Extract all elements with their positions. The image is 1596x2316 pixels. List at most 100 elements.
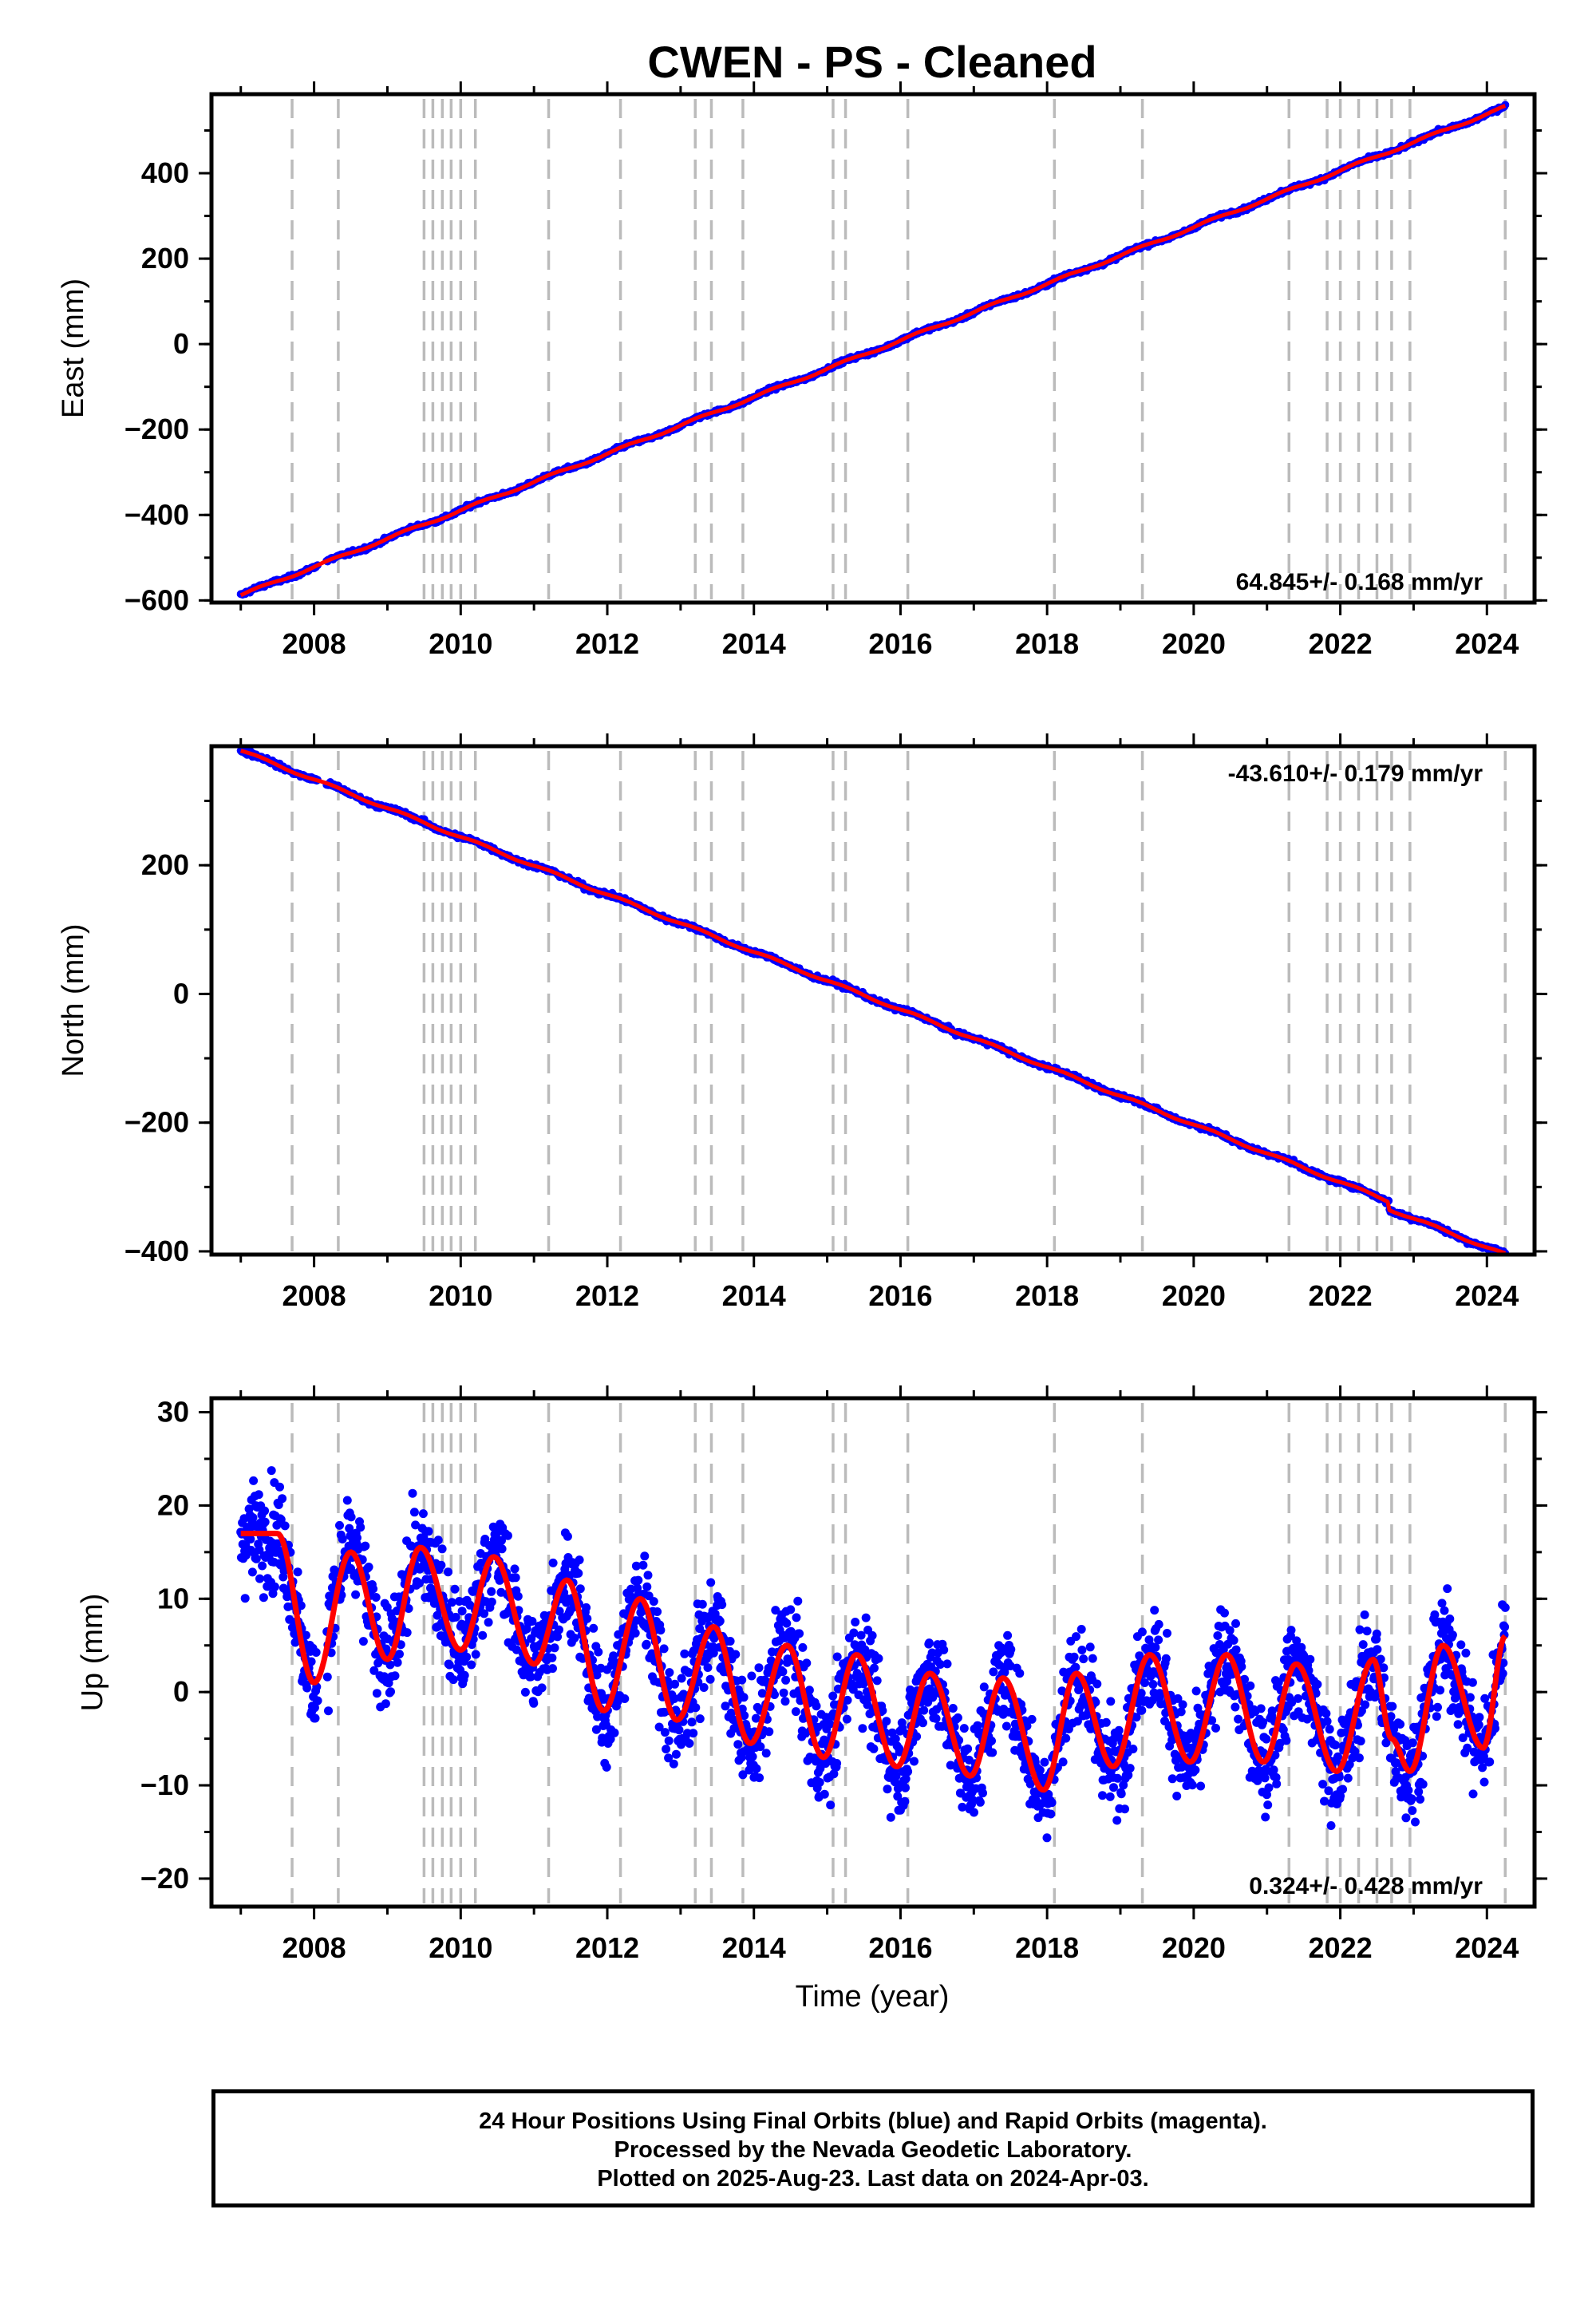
data-point xyxy=(537,1683,547,1693)
data-point xyxy=(858,1724,867,1733)
data-point xyxy=(1079,1654,1088,1664)
data-point xyxy=(842,1714,851,1724)
data-point xyxy=(448,1675,458,1685)
data-point xyxy=(275,1482,284,1492)
data-point xyxy=(737,1675,747,1685)
data-point xyxy=(1167,1774,1177,1784)
x-tick-label: 2016 xyxy=(868,1279,932,1312)
data-point xyxy=(901,1783,910,1792)
data-point xyxy=(609,1651,618,1661)
data-point xyxy=(953,1713,962,1722)
data-point xyxy=(660,1728,670,1737)
data-point xyxy=(649,1597,658,1607)
data-point xyxy=(1040,1757,1049,1767)
data-point xyxy=(1003,1630,1013,1640)
data-point xyxy=(886,1812,895,1822)
data-point xyxy=(939,1645,949,1654)
data-point xyxy=(754,1663,764,1673)
data-point xyxy=(948,1704,958,1713)
data-point xyxy=(687,1717,697,1727)
data-point xyxy=(610,1728,619,1737)
x-tick-label: 2010 xyxy=(429,627,492,660)
data-point xyxy=(529,1698,539,1708)
data-point xyxy=(548,1664,557,1674)
data-point xyxy=(444,1567,452,1577)
y-tick-label: −400 xyxy=(124,1235,189,1267)
data-point xyxy=(589,1623,598,1633)
data-point xyxy=(792,1613,801,1622)
data-point xyxy=(1154,1619,1163,1629)
data-point xyxy=(643,1571,653,1580)
x-tick-label: 2024 xyxy=(1455,1279,1519,1312)
data-point xyxy=(798,1642,808,1652)
data-point xyxy=(1088,1654,1097,1663)
data-point xyxy=(705,1674,715,1684)
data-point xyxy=(353,1533,361,1543)
data-point xyxy=(1150,1606,1159,1615)
x-tick-label: 2020 xyxy=(1162,627,1226,660)
data-point xyxy=(1163,1629,1171,1638)
data-point xyxy=(402,1628,412,1638)
data-point xyxy=(513,1591,523,1601)
data-point xyxy=(903,1767,913,1777)
data-point xyxy=(497,1544,507,1554)
data-point xyxy=(706,1578,716,1587)
data-point xyxy=(630,1628,640,1638)
data-point xyxy=(1105,1792,1115,1801)
data-point xyxy=(1027,1714,1037,1724)
data-point xyxy=(870,1663,879,1673)
x-tick-label: 2018 xyxy=(1015,1279,1079,1312)
data-point xyxy=(747,1671,757,1681)
data-point xyxy=(418,1509,428,1519)
data-point xyxy=(685,1739,694,1748)
data-point xyxy=(1077,1625,1086,1634)
rate-label: -43.610+/- 0.179 mm/yr xyxy=(1228,761,1483,787)
data-point xyxy=(356,1523,365,1532)
data-point xyxy=(975,1797,985,1807)
data-point xyxy=(659,1644,669,1654)
data-point xyxy=(640,1551,650,1561)
data-point xyxy=(424,1527,433,1536)
x-tick-label: 2024 xyxy=(1455,627,1519,660)
data-point xyxy=(1101,1717,1111,1727)
data-point xyxy=(670,1679,680,1689)
data-point xyxy=(1071,1662,1080,1672)
data-point xyxy=(1116,1789,1126,1799)
data-point xyxy=(278,1494,287,1504)
data-point xyxy=(484,1618,493,1627)
data-point xyxy=(664,1736,674,1745)
y-axis-label: North (mm) xyxy=(57,923,90,1077)
data-point xyxy=(674,1725,684,1735)
data-points xyxy=(236,1466,1510,1843)
data-point xyxy=(1191,1686,1201,1696)
data-point xyxy=(731,1650,741,1659)
data-point xyxy=(293,1567,302,1577)
data-point xyxy=(869,1744,879,1753)
data-point xyxy=(313,1696,322,1705)
data-point xyxy=(756,1742,765,1752)
data-point xyxy=(555,1625,563,1634)
y-tick-label: 0 xyxy=(173,977,189,1010)
data-point xyxy=(511,1573,520,1583)
data-point xyxy=(963,1744,973,1753)
data-point xyxy=(793,1596,803,1606)
data-point xyxy=(1106,1697,1116,1706)
data-point xyxy=(433,1535,443,1545)
data-point xyxy=(602,1762,611,1772)
data-point xyxy=(703,1663,713,1672)
data-point xyxy=(697,1599,707,1609)
chart-title: CWEN - PS - Cleaned xyxy=(647,37,1096,87)
data-point xyxy=(653,1607,662,1616)
panel-east: 2008 2010 2012 2014 2016 2018 2020 2022 2024−600… xyxy=(57,81,1547,660)
data-point xyxy=(669,1759,678,1769)
data-point xyxy=(487,1587,496,1596)
data-point xyxy=(1187,1780,1197,1790)
data-point xyxy=(828,1691,838,1701)
x-tick-label: 2014 xyxy=(722,627,786,660)
data-point xyxy=(912,1732,922,1741)
data-point xyxy=(1042,1833,1052,1843)
x-tick-label: 2022 xyxy=(1309,627,1373,660)
data-point xyxy=(695,1714,705,1724)
data-point xyxy=(324,1706,333,1716)
